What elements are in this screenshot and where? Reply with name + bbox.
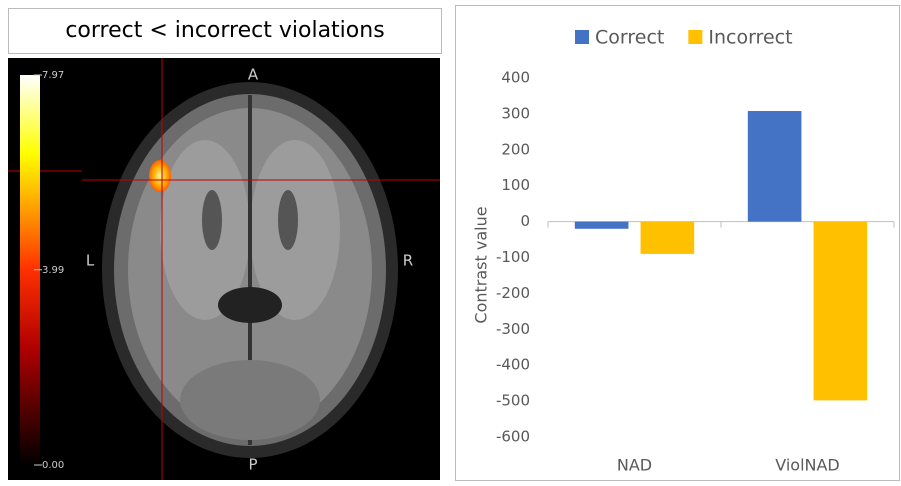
orientation-label: A xyxy=(248,66,259,84)
orientation-label: P xyxy=(248,456,257,474)
legend-swatch xyxy=(575,30,589,44)
legend-swatch xyxy=(688,30,703,44)
orientation-label: R xyxy=(403,252,413,270)
y-tick-label: -300 xyxy=(496,320,530,338)
x-tick-label: ViolNAD xyxy=(775,456,840,475)
colorbar-tick-label: 7.97 xyxy=(42,70,64,81)
brain xyxy=(102,82,398,458)
bar xyxy=(813,221,868,401)
y-tick-label: -100 xyxy=(496,248,530,266)
title-box xyxy=(8,8,442,54)
y-tick-label: -400 xyxy=(496,356,530,374)
y-tick-label: 100 xyxy=(501,176,530,194)
bar xyxy=(574,221,629,229)
y-tick-label: 400 xyxy=(501,69,530,87)
legend-label: Incorrect xyxy=(708,27,792,49)
orientation-label: L xyxy=(86,252,95,270)
bar xyxy=(747,111,802,222)
x-tick-label: NAD xyxy=(617,456,652,475)
y-tick-label: 300 xyxy=(501,104,530,122)
y-tick-label: 0 xyxy=(520,212,530,230)
colorbar-tick-label: 3.99 xyxy=(42,265,64,276)
colorbar-tick-label: 0.00 xyxy=(42,460,64,471)
y-tick-label: -200 xyxy=(496,284,530,302)
y-tick-label: -500 xyxy=(496,392,530,410)
y-axis-title: Contrast value xyxy=(472,206,491,323)
colorbar xyxy=(20,75,40,465)
y-tick-label: 200 xyxy=(501,140,530,158)
bar xyxy=(640,221,695,254)
legend-label: Correct xyxy=(595,27,664,49)
figure-title: correct < incorrect violations xyxy=(65,18,384,43)
y-tick-label: -600 xyxy=(496,428,530,446)
